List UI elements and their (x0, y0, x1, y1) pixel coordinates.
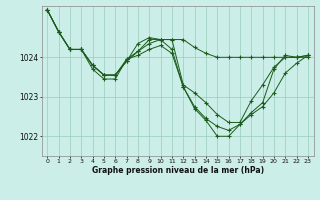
X-axis label: Graphe pression niveau de la mer (hPa): Graphe pression niveau de la mer (hPa) (92, 166, 264, 175)
